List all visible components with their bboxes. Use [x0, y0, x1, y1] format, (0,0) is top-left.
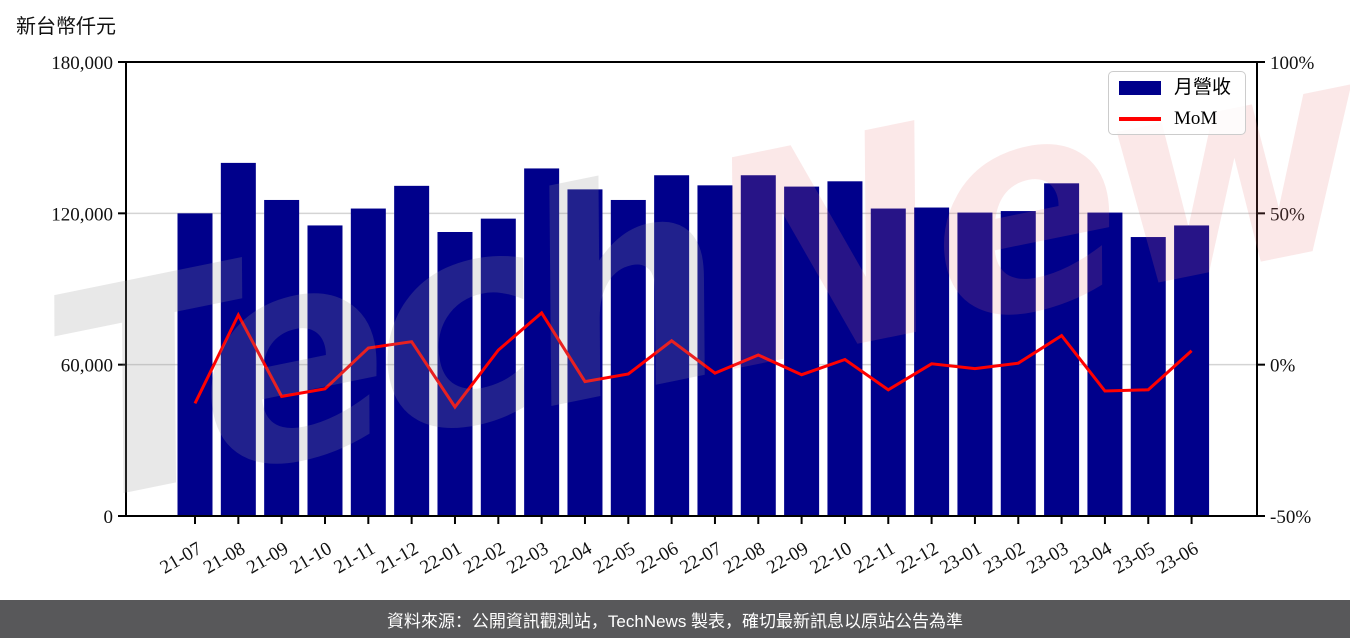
bar-22-05 — [610, 199, 646, 516]
x-tick-label-23-01: 23-01 — [937, 538, 986, 578]
x-tick-label-22-07: 22-07 — [677, 538, 726, 578]
x-tick-label-22-04: 22-04 — [547, 538, 596, 579]
y-right-tick-label-100: 100% — [1270, 53, 1315, 74]
mom-line — [193, 310, 1193, 410]
x-tick-label-23-06: 23-06 — [1153, 538, 1202, 578]
bar-22-11 — [870, 208, 906, 516]
legend-item-mom: MoM — [1119, 108, 1235, 130]
x-tick-label-23-02: 23-02 — [980, 538, 1029, 578]
plot-border — [125, 61, 1258, 517]
bar-21-09 — [264, 199, 300, 516]
x-tick-label-21-08: 21-08 — [200, 538, 249, 578]
x-tick-label-22-03: 22-03 — [503, 538, 552, 578]
y-left-tick-label-60000: 60,000 — [61, 356, 113, 377]
x-tick-label-21-10: 21-10 — [287, 538, 336, 578]
bar-23-05 — [1130, 237, 1166, 516]
x-tick-label-23-04: 23-04 — [1067, 538, 1116, 579]
y-right-tick-label-0: 0% — [1270, 356, 1296, 377]
x-tick-label-22-02: 22-02 — [460, 538, 509, 578]
legend-mom-label: MoM — [1174, 107, 1218, 129]
legend-bar-swatch — [1119, 80, 1161, 95]
bar-22-12 — [914, 207, 950, 516]
chart-legend: 月營收 MoM — [1108, 71, 1246, 135]
y-left-tick-label-120000: 120,000 — [51, 204, 113, 225]
x-tick-label-23-03: 23-03 — [1023, 538, 1072, 578]
bar-22-01 — [437, 231, 473, 516]
legend-revenue-label: 月營收 — [1174, 76, 1232, 98]
bar-21-11 — [350, 208, 386, 516]
source-footer-text: 資料來源：公開資訊觀測站，TechNews 製表，確切最新訊息以原站公告為準 — [386, 611, 964, 631]
x-tick-label-22-10: 22-10 — [807, 538, 856, 578]
bar-23-06 — [1174, 225, 1210, 516]
x-tick-label-21-09: 21-09 — [243, 538, 292, 578]
x-tick-label-21-07: 21-07 — [157, 538, 206, 578]
x-tick-label-22-01: 22-01 — [417, 538, 466, 578]
y-right-tick-label-50: 50% — [1270, 204, 1305, 225]
x-tick-label-21-12: 21-12 — [373, 538, 422, 578]
bar-22-09 — [784, 186, 820, 516]
bar-22-06 — [654, 175, 690, 516]
y-axis-unit-label: 新台幣仟元 — [16, 16, 116, 38]
bar-22-10 — [827, 181, 863, 516]
legend-line-swatch — [1119, 116, 1161, 121]
x-tick-label-22-09: 22-09 — [763, 538, 812, 578]
bar-21-07 — [177, 213, 213, 517]
bar-22-07 — [697, 185, 733, 516]
monthly-revenue-mom-chart: 060,000120,000180,000-50%0%50%100%21-072… — [51, 53, 1315, 579]
legend-item-revenue: 月營收 — [1119, 77, 1235, 99]
y-right-tick-label--50: -50% — [1270, 507, 1311, 528]
x-tick-label-22-12: 22-12 — [893, 538, 942, 578]
bar-22-03 — [524, 168, 560, 516]
x-tick-label-22-11: 22-11 — [850, 538, 898, 578]
y-left-tick-label-180000: 180,000 — [51, 53, 113, 74]
y-left-tick-label-0: 0 — [104, 507, 114, 528]
bar-21-10 — [307, 225, 343, 516]
bar-22-04 — [567, 189, 603, 516]
x-tick-label-22-05: 22-05 — [590, 538, 639, 578]
x-tick-label-22-08: 22-08 — [720, 538, 769, 578]
bar-23-04 — [1087, 212, 1123, 516]
source-footer: 資料來源：公開資訊觀測站，TechNews 製表，確切最新訊息以原站公告為準 — [0, 600, 1350, 638]
bar-22-08 — [740, 175, 776, 516]
x-tick-label-23-05: 23-05 — [1110, 538, 1159, 578]
bar-23-01 — [957, 212, 993, 516]
bar-21-12 — [394, 185, 430, 516]
x-tick-label-22-06: 22-06 — [633, 538, 682, 578]
x-tick-label-21-11: 21-11 — [331, 538, 379, 578]
